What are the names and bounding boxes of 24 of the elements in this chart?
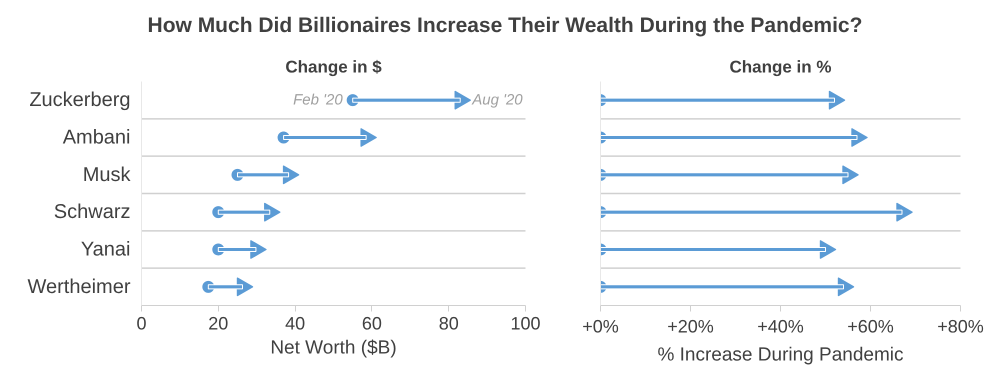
y-tick-label: Musk [82, 164, 132, 186]
annotation: Feb '20 [293, 92, 344, 109]
y-tick-label: Schwarz [54, 201, 131, 224]
x-tick-label: 20 [208, 314, 228, 334]
x-tick-label: 80 [438, 314, 459, 334]
x-tick-label: +0% [582, 316, 619, 336]
x-axis-title: % Increase During Pandemic [657, 344, 904, 366]
y-tick-label: Wertheimer [28, 276, 131, 298]
x-tick-label: 100 [510, 314, 541, 334]
x-tick-label: +80% [937, 316, 984, 336]
x-tick-label: 60 [362, 314, 382, 334]
y-tick-label: Zuckerberg [29, 89, 131, 112]
chart-title: Change in % [729, 58, 832, 76]
annotation: Aug '20 [471, 92, 524, 109]
x-tick-label: +40% [757, 316, 804, 336]
x-axis-title: Net Worth ($B) [270, 338, 397, 358]
x-tick-label: +60% [847, 316, 894, 336]
x-tick-label: 0 [136, 314, 147, 334]
x-tick-label: +20% [667, 316, 714, 336]
x-tick-label: 40 [285, 314, 306, 334]
chart-title: How Much Did Billionaires Increase Their Wealth During the Pandemic? [148, 13, 862, 39]
y-tick-label: Ambani [62, 126, 130, 148]
chart-subtitle: Change in $ [285, 58, 382, 76]
y-tick-label: Yanai [80, 238, 131, 260]
